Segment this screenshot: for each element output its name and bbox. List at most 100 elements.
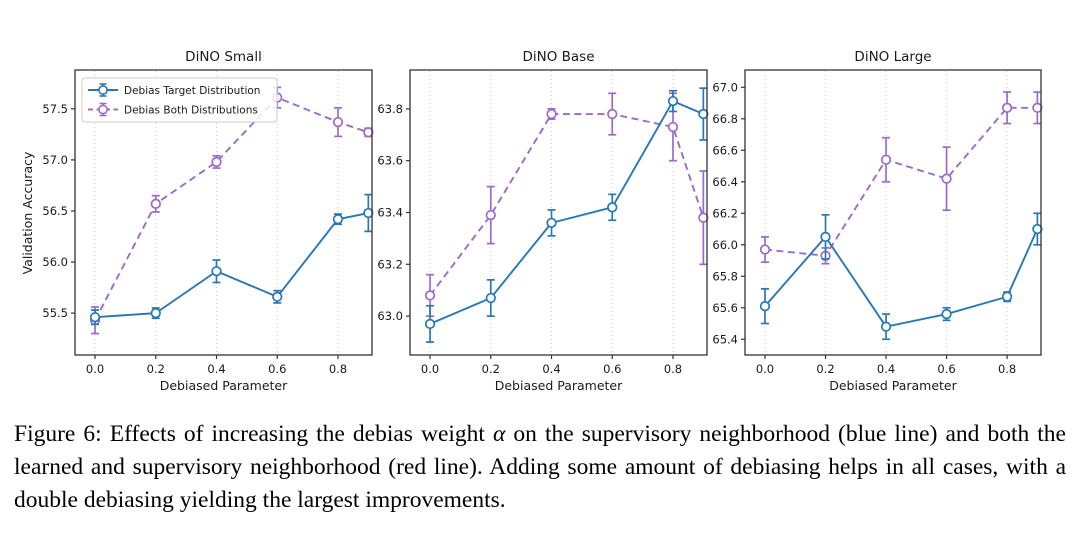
series-debias-target-distribution bbox=[89, 193, 374, 326]
plot-title: DiNO Base bbox=[522, 49, 594, 65]
data-point-marker bbox=[607, 108, 618, 120]
x-tick-label: 0.2 bbox=[147, 362, 165, 376]
data-point-marker bbox=[150, 198, 161, 209]
x-tick-label: 0.6 bbox=[937, 362, 955, 376]
x-tick-label: 0.8 bbox=[998, 362, 1016, 376]
caption-text-before-alpha: Figure 6: Effects of increasing the debi… bbox=[14, 421, 494, 447]
y-tick-label: 66.2 bbox=[712, 206, 738, 220]
data-point-marker bbox=[363, 207, 374, 219]
data-point-marker bbox=[211, 156, 222, 168]
series-debias-both-distributions bbox=[89, 86, 374, 335]
plot-title: DiNO Small bbox=[185, 49, 262, 65]
series-debias-target-distribution bbox=[424, 87, 709, 343]
x-tick-label: 0.4 bbox=[207, 362, 225, 376]
y-tick-label: 63.6 bbox=[377, 154, 403, 168]
data-point-marker bbox=[332, 213, 344, 225]
y-tick-label: 57.0 bbox=[42, 153, 68, 167]
y-tick-label: 66.4 bbox=[712, 175, 738, 189]
x-axis-label: Debiased Parameter bbox=[829, 378, 957, 393]
series-line-debias-both-distributions bbox=[429, 113, 705, 296]
y-tick-label: 56.5 bbox=[42, 204, 68, 218]
x-tick-label: 0.4 bbox=[542, 362, 560, 376]
data-point-marker bbox=[485, 209, 496, 221]
data-point-marker bbox=[363, 127, 374, 138]
legend: Debias Target Distribution Debias Both Di… bbox=[81, 77, 278, 123]
legend-label: Debias Target Distribution bbox=[124, 85, 260, 97]
data-point-marker bbox=[667, 121, 679, 133]
y-tick-label: 65.6 bbox=[712, 301, 738, 315]
x-axis-label: Debiased Parameter bbox=[495, 378, 623, 393]
series-line-debias-target-distribution bbox=[429, 100, 704, 325]
y-axis-label: Validation Accuracy bbox=[20, 151, 35, 274]
series-line-debias-target-distribution bbox=[764, 228, 1039, 328]
x-tick-label: 0.8 bbox=[664, 362, 682, 376]
plot-title: DiNO Large bbox=[854, 49, 931, 65]
data-point-marker bbox=[607, 202, 618, 213]
data-point-marker bbox=[759, 301, 771, 312]
data-point-marker bbox=[1001, 102, 1013, 113]
x-tick-label: 0.4 bbox=[877, 362, 895, 376]
legend-box bbox=[81, 77, 278, 123]
data-point-marker bbox=[880, 154, 892, 165]
y-tick-label: 63.4 bbox=[377, 206, 403, 220]
y-tick-label: 66.6 bbox=[712, 143, 738, 157]
caption-text-after-alpha: on the supervisory neighborhood (blue li… bbox=[14, 421, 1066, 513]
series-debias-both-distributions bbox=[759, 91, 1043, 265]
plot-dino-small: 0.0 0.2 0.4 0.6 0.8 55.5 56.0 56.5 57.0 57.5 DiNO … bbox=[20, 49, 374, 393]
x-tick-label: 0.6 bbox=[268, 362, 286, 376]
data-point-marker bbox=[759, 244, 771, 255]
data-point-marker bbox=[1032, 223, 1043, 235]
x-tick-label: 0.8 bbox=[329, 362, 347, 376]
plot-dino-large: 0.0 0.2 0.4 0.6 0.8 65.4 65.6 65.8 66.0 66.2 66.4 6… bbox=[712, 49, 1043, 393]
y-tick-label: 63.8 bbox=[377, 102, 403, 116]
legend-marker-sample bbox=[98, 104, 108, 115]
data-point-marker bbox=[546, 108, 557, 120]
data-point-marker bbox=[1001, 291, 1013, 302]
data-point-marker bbox=[941, 173, 952, 184]
y-tick-label: 56.0 bbox=[42, 255, 68, 269]
caption-alpha-symbol: α bbox=[493, 421, 506, 447]
data-point-marker bbox=[424, 318, 436, 330]
axes-frame bbox=[74, 69, 373, 356]
y-tick-label: 63.0 bbox=[377, 309, 403, 323]
y-tick-label: 55.5 bbox=[42, 306, 68, 320]
data-point-marker bbox=[424, 290, 436, 301]
legend-marker-sample bbox=[98, 85, 108, 95]
plot-dino-base: 0.0 0.2 0.4 0.6 0.8 63.0 63.2 63.4 63.6 63.8 DiNO … bbox=[377, 49, 709, 393]
x-axis-label: Debiased Parameter bbox=[160, 378, 288, 393]
x-tick-label: 0.2 bbox=[816, 362, 834, 376]
data-point-marker bbox=[546, 217, 557, 229]
data-point-marker bbox=[698, 212, 709, 223]
y-tick-label: 67.0 bbox=[712, 80, 738, 94]
y-tick-label: 65.8 bbox=[712, 269, 738, 283]
y-tick-label: 65.4 bbox=[712, 332, 738, 346]
data-point-marker bbox=[698, 108, 709, 120]
data-point-marker bbox=[880, 321, 892, 332]
x-tick-label: 0.0 bbox=[86, 362, 104, 376]
data-point-marker bbox=[1032, 102, 1043, 113]
legend-label: Debias Both Distributions bbox=[124, 105, 258, 117]
data-point-marker bbox=[941, 308, 952, 320]
data-point-marker bbox=[150, 307, 161, 319]
series-line-debias-both-distributions bbox=[94, 96, 369, 321]
data-point-marker bbox=[272, 291, 283, 302]
figure-canvas: 0.0 0.2 0.4 0.6 0.8 55.5 56.0 56.5 57.0 57.5 DiNO … bbox=[20, 49, 1043, 393]
data-point-marker bbox=[485, 292, 496, 304]
series-debias-both-distributions bbox=[424, 92, 709, 317]
x-tick-label: 0.2 bbox=[482, 362, 500, 376]
data-point-marker bbox=[211, 266, 222, 277]
y-tick-label: 66.8 bbox=[712, 112, 738, 126]
axes-frame bbox=[744, 69, 1042, 356]
x-tick-label: 0.6 bbox=[603, 362, 621, 376]
figure-caption: Figure 6: Effects of increasing the debi… bbox=[14, 418, 1066, 517]
y-tick-label: 63.2 bbox=[377, 257, 403, 271]
x-tick-label: 0.0 bbox=[421, 362, 439, 376]
series-debias-target-distribution bbox=[759, 212, 1043, 341]
series-line-debias-both-distributions bbox=[764, 106, 1038, 257]
x-tick-label: 0.0 bbox=[756, 362, 774, 376]
y-tick-label: 57.5 bbox=[42, 102, 68, 116]
axes-frame bbox=[409, 69, 708, 356]
data-point-marker bbox=[332, 116, 344, 128]
y-tick-label: 66.0 bbox=[712, 238, 738, 252]
